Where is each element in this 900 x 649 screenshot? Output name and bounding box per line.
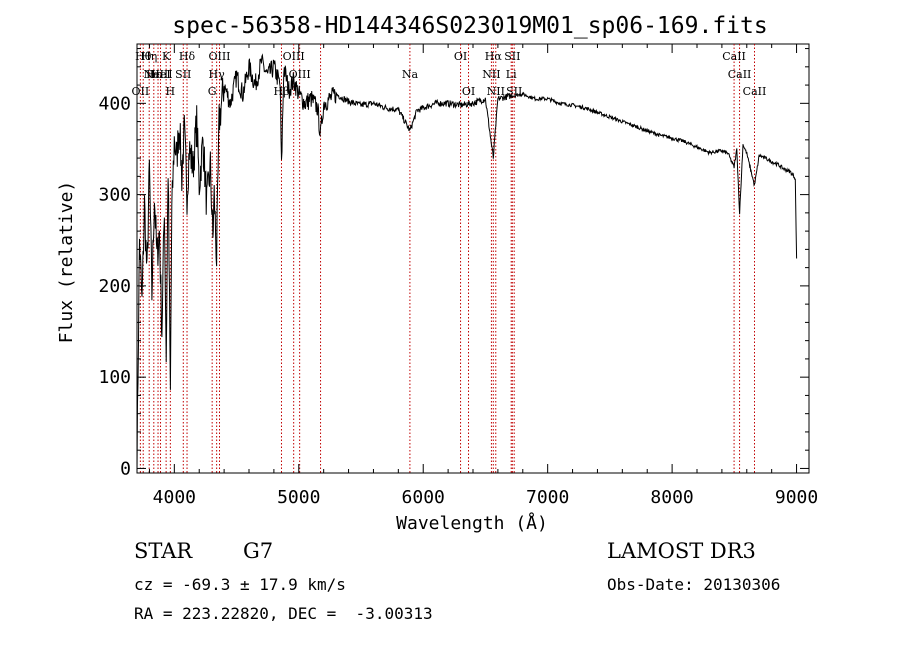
spectral-line-label: CaII (722, 50, 746, 63)
spectral-line-label: NII (482, 68, 500, 81)
spectral-line-label: OIII (283, 50, 305, 63)
spectral-lines (139, 44, 755, 473)
x-tick-label: 5000 (277, 487, 320, 508)
y-tick-label: 100 (98, 367, 131, 388)
spectral-line-label: K (162, 50, 171, 63)
spectral-line-label: Hγ (209, 68, 226, 81)
spectral-line-label: Hδ (179, 50, 196, 63)
y-tick-label: 0 (120, 458, 131, 479)
spectral-line-label: Li (506, 68, 517, 81)
x-tick-label: 7000 (526, 487, 569, 508)
x-axis-ticks: 4000 5000 6000 7000 8000 9000 (148, 44, 818, 508)
plot-frame (136, 43, 810, 474)
spectral-line-label: OI (454, 50, 467, 63)
spectrum-line (136, 53, 798, 474)
x-axis-label: Wavelength (Å) (396, 512, 548, 534)
spectral-line-label: NII (487, 85, 505, 98)
class-label: STAR (134, 539, 193, 563)
spectral-line-label: HeI (150, 68, 170, 81)
x-tick-label: 6000 (402, 487, 445, 508)
x-tick-label: 9000 (775, 487, 818, 508)
y-axis-label: Flux (relative) (56, 181, 77, 344)
spectral-line-label: OI (462, 85, 475, 98)
spectral-line-label: CaII (728, 68, 752, 81)
subclass-label: G7 (243, 539, 274, 563)
chart-title: spec-56358-HD144346S023019M01_sp06-169.f… (172, 13, 767, 39)
obs-date-readout: Obs-Date: 20130306 (607, 575, 781, 594)
spectral-line-label: NeIII (143, 68, 172, 81)
x-tick-label: 4000 (153, 487, 196, 508)
x-tick-label: 8000 (650, 487, 693, 508)
redshift-readout: cz = -69.3 ± 17.9 km/s (134, 575, 346, 594)
survey-label: LAMOST DR3 (607, 539, 756, 563)
spectral-line-label: OII (132, 85, 150, 98)
spectral-line-label: H (166, 85, 176, 98)
spectral-line-label: Na (402, 68, 419, 81)
spectral-line-label: Hβ (274, 85, 290, 98)
spectral-line-label: Hε (146, 68, 162, 81)
y-tick-label: 400 (98, 93, 131, 114)
y-tick-label: 200 (98, 276, 131, 297)
spectral-line-label: OIII (208, 50, 230, 63)
y-axis-ticks: 0 100 200 300 400 (98, 48, 809, 479)
coordinates-readout: RA = 223.22820, DEC = -3.00313 (134, 604, 433, 623)
spectral-line-label: Hα (485, 50, 503, 63)
y-tick-label: 300 (98, 185, 131, 206)
spectral-line-label: Hθ (135, 50, 152, 63)
spectral-line-label: SII (175, 68, 191, 81)
spectral-line-label: SII (504, 50, 520, 63)
spectral-line-labels: OIIHθHηHεNeIIIHeIKHSIIHδGHγOIIIHβOIIIOII… (132, 50, 767, 98)
spectral-line-label: G (208, 85, 217, 98)
spectral-line-label: Hη (141, 50, 157, 63)
spectral-line-label: CaII (743, 85, 767, 98)
